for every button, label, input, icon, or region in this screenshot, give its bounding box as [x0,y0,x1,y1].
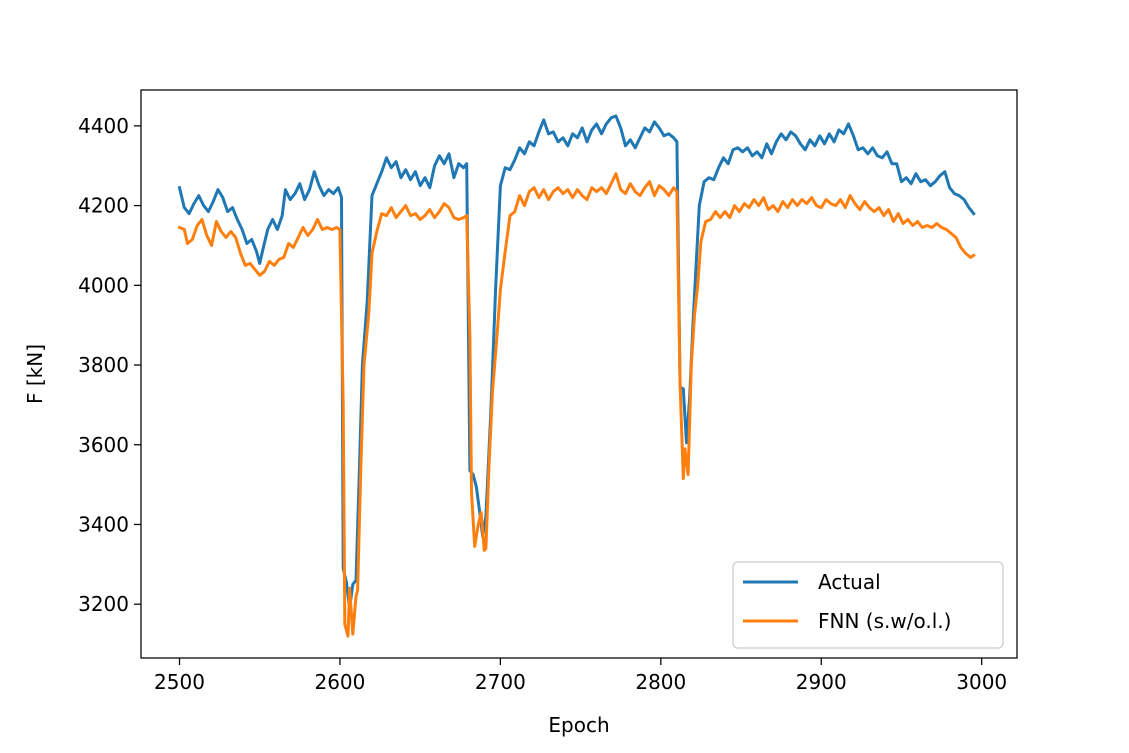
x-tick-label: 2800 [635,670,686,694]
legend-box [732,561,1004,649]
y-tick-label: 3800 [78,353,129,377]
plot-frame [140,89,1018,659]
legend-label-fnn: FNN (s.w/o.l.) [818,609,951,633]
legend: Actual FNN (s.w/o.l.) [732,561,1004,649]
series-line-fnn [177,172,976,638]
legend-label-actual: Actual [818,570,881,594]
x-tick-label: 2900 [796,670,847,694]
series-layer [177,114,976,638]
y-tick-label: 4000 [78,273,129,297]
y-axis: 3200 3400 3600 3800 4000 4200 4400 [78,114,141,616]
x-tick-label: 2600 [314,670,365,694]
y-axis-label: F [kN] [23,344,47,404]
y-tick-label: 3200 [78,592,129,616]
x-tick-label: 2700 [475,670,526,694]
x-axis-label: Epoch [548,713,609,737]
y-tick-label: 3600 [78,433,129,457]
y-tick-label: 4200 [78,194,129,218]
x-axis: 2500 2600 2700 2800 2900 3000 [154,658,1007,694]
y-tick-label: 3400 [78,512,129,536]
x-tick-label: 2500 [154,670,205,694]
y-tick-label: 4400 [78,114,129,138]
x-tick-label: 3000 [956,670,1007,694]
series-line-actual [177,114,976,610]
